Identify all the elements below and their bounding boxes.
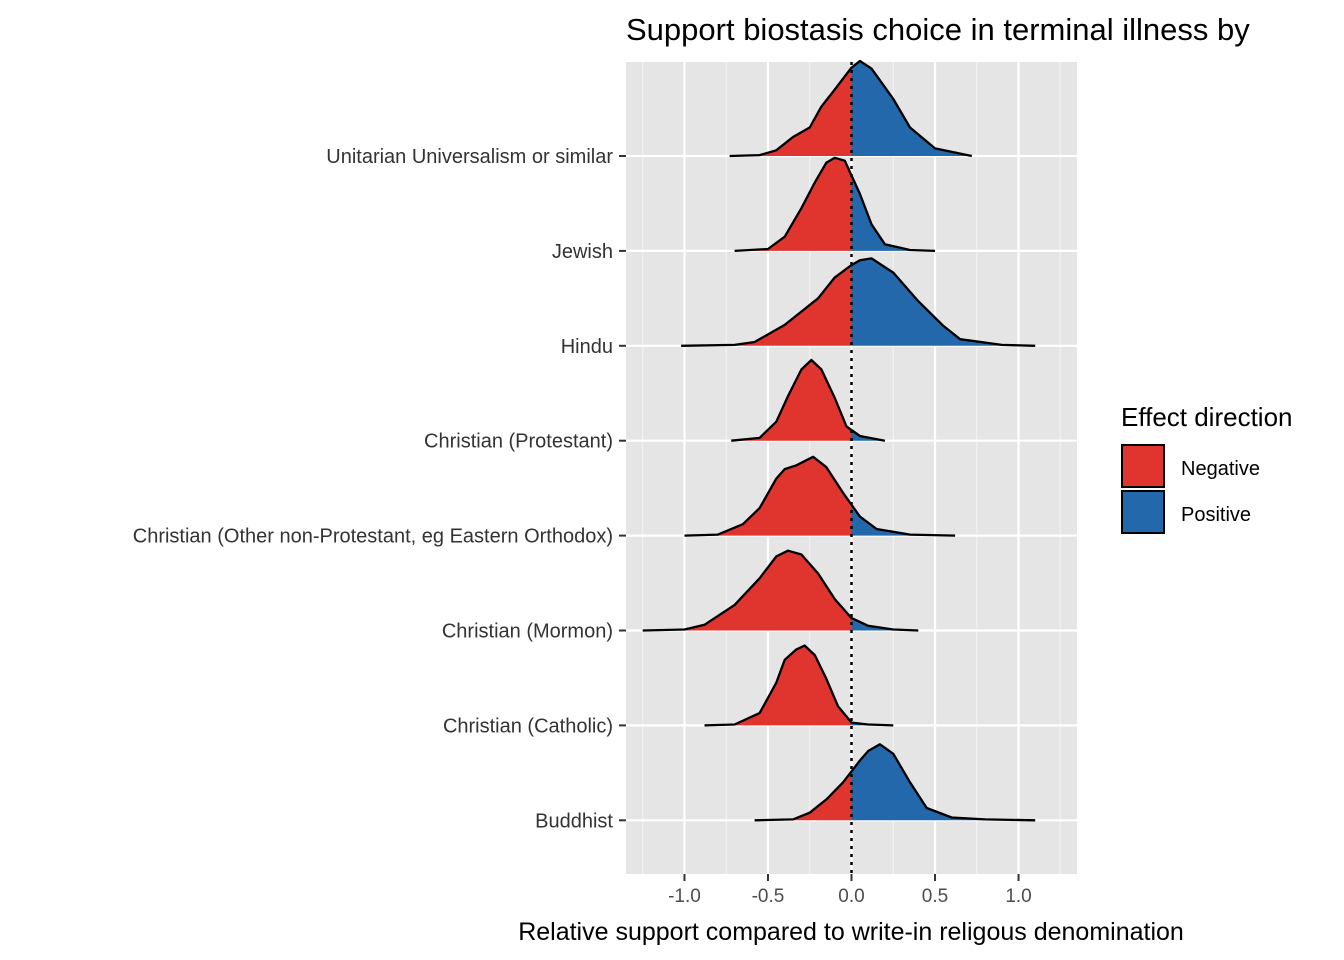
ridge-positive-area	[851, 744, 1036, 821]
ridge-outline	[731, 358, 886, 442]
ridge-positive-area	[851, 175, 935, 251]
legend-key-negative	[1121, 444, 1165, 488]
ridge-christian-mormon	[642, 549, 919, 632]
ridge-outline	[704, 644, 894, 727]
ridge-christian-protestant	[731, 358, 886, 442]
ridge-positive-area	[851, 430, 885, 441]
ridge-negative-area	[642, 550, 852, 631]
ridge-negative-area	[684, 456, 852, 536]
ridge-negative-area	[729, 67, 852, 156]
y-tick-label: Unitarian Universalism or similar	[326, 146, 613, 168]
x-axis-label: Relative support compared to write-in re…	[518, 918, 1184, 946]
x-tick-label: 0.5	[922, 886, 948, 907]
ridge-christian-other-non-protestant-eg-eastern-orthodox	[684, 455, 956, 537]
y-tick-label: Christian (Mormon)	[442, 621, 613, 643]
ridge-christian-catholic	[704, 644, 894, 727]
ridge-unitarian-universalism-or-similar	[729, 59, 973, 158]
y-tick-label: Jewish	[552, 241, 613, 263]
ridge-hindu	[681, 257, 1036, 347]
ridge-negative-area	[681, 265, 852, 346]
ridge-positive-area	[851, 504, 956, 536]
legend-label-negative: Negative	[1181, 458, 1260, 480]
ridge-negative-area	[704, 645, 852, 726]
y-tick-label: Christian (Protestant)	[424, 431, 613, 453]
legend: Effect direction Negative Positive	[1121, 402, 1293, 534]
ridge-negative-area	[754, 771, 852, 821]
ridge-positive-area	[851, 618, 919, 631]
x-axis: -1.0 -0.5 0.0 0.5 1.0	[668, 874, 1032, 907]
x-tick-label: -0.5	[752, 886, 785, 907]
ridge-outline	[642, 549, 919, 632]
x-tick-label: 1.0	[1005, 886, 1031, 907]
y-tick-label: Christian (Catholic)	[443, 715, 613, 737]
ridge-outline	[754, 743, 1036, 822]
legend-title: Effect direction	[1121, 402, 1293, 432]
ridge-jewish	[734, 156, 936, 253]
x-tick-label: 0.0	[838, 886, 864, 907]
ridges	[642, 59, 1036, 822]
x-tick-label: -1.0	[668, 886, 701, 907]
legend-key-positive	[1121, 490, 1165, 534]
y-tick-label: Christian (Other non-Protestant, eg East…	[133, 526, 613, 548]
ridge-outline	[684, 455, 956, 537]
ridge-outline	[681, 257, 1036, 347]
chart-title: Support biostasis choice in terminal ill…	[626, 12, 1250, 47]
ridge-positive-area	[851, 258, 1036, 346]
ridge-outline	[729, 59, 973, 158]
ridge-negative-area	[734, 157, 852, 251]
y-tick-label: Buddhist	[535, 810, 613, 832]
ridge-outline	[734, 156, 936, 253]
y-tick-label: Hindu	[561, 336, 613, 358]
ridge-negative-area	[731, 360, 852, 441]
legend-label-positive: Positive	[1181, 504, 1251, 526]
ridge-positive-area	[851, 61, 972, 156]
ridge-buddhist	[754, 743, 1036, 822]
y-axis: Buddhist Christian (Catholic) Christian (M…	[133, 146, 626, 832]
